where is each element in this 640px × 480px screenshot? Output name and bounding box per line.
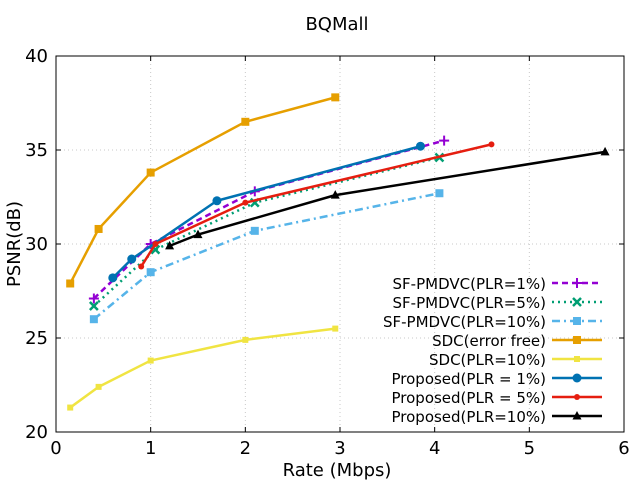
data-point bbox=[242, 199, 249, 206]
legend-swatch-marker bbox=[572, 373, 582, 383]
y-tick-label: 30 bbox=[25, 234, 48, 255]
legend-label: Proposed(PLR=10%) bbox=[392, 408, 547, 426]
legend-entry: Proposed(PLR=10%) bbox=[392, 408, 602, 426]
legend-label: SDC(error free) bbox=[432, 332, 546, 350]
series-7 bbox=[138, 141, 495, 270]
data-point bbox=[165, 240, 175, 250]
data-point bbox=[152, 241, 159, 247]
legend-swatch-marker bbox=[574, 356, 580, 362]
legend-label: SF-PMDVC(PLR=10%) bbox=[383, 313, 546, 331]
data-point bbox=[488, 141, 495, 148]
series-line bbox=[140, 143, 492, 268]
data-point bbox=[89, 315, 98, 324]
y-tick-label: 40 bbox=[25, 46, 48, 67]
legend-entry: SF-PMDVC(PLR=10%) bbox=[383, 313, 602, 331]
y-axis-label: PSNR(dB) bbox=[4, 201, 25, 287]
series-line bbox=[169, 150, 606, 248]
x-tick-label: 5 bbox=[524, 438, 535, 459]
data-point bbox=[127, 254, 137, 264]
x-tick-label: 3 bbox=[334, 438, 345, 459]
data-point bbox=[67, 404, 74, 411]
data-point bbox=[94, 224, 103, 233]
data-point bbox=[147, 357, 154, 364]
legend-entry: SF-PMDVC(PLR=5%) bbox=[393, 294, 602, 312]
legend-entry: Proposed(PLR = 5%) bbox=[392, 389, 602, 407]
data-point bbox=[146, 268, 155, 277]
legend-label: Proposed(PLR = 5%) bbox=[392, 389, 547, 407]
series-line bbox=[93, 192, 440, 321]
legend-entry: SF-PMDVC(PLR=1%) bbox=[393, 275, 602, 293]
data-point bbox=[212, 196, 222, 206]
legend-swatch-marker bbox=[572, 297, 582, 307]
data-point bbox=[108, 273, 118, 283]
axis-ticks: 0 1 2 3 4 5 6 20 25 30 35 40 bbox=[25, 46, 630, 459]
series-layer bbox=[66, 93, 610, 411]
x-tick-label: 1 bbox=[145, 438, 156, 459]
data-point bbox=[331, 93, 340, 102]
x-tick-label: 6 bbox=[618, 438, 629, 459]
legend-entry: SDC(PLR=10%) bbox=[429, 351, 602, 369]
x-tick-label: 2 bbox=[240, 438, 251, 459]
y-tick-label: 20 bbox=[25, 422, 48, 443]
series-line bbox=[93, 156, 440, 307]
series-line bbox=[111, 145, 421, 279]
data-point bbox=[250, 226, 259, 235]
data-point bbox=[332, 325, 339, 332]
legend-label: Proposed(PLR = 1%) bbox=[392, 370, 547, 388]
y-tick-label: 35 bbox=[25, 140, 48, 161]
series-5 bbox=[67, 325, 339, 411]
legend-entry: Proposed(PLR = 1%) bbox=[392, 370, 602, 388]
series-8 bbox=[165, 146, 610, 250]
data-point bbox=[95, 383, 102, 390]
y-tick-label: 25 bbox=[25, 328, 48, 349]
legend-label: SF-PMDVC(PLR=1%) bbox=[393, 275, 546, 293]
legend-label: SF-PMDVC(PLR=5%) bbox=[393, 294, 546, 312]
data-point bbox=[600, 146, 610, 156]
legend-label: SDC(PLR=10%) bbox=[429, 351, 546, 369]
chart-title: BQMall bbox=[305, 14, 368, 35]
data-point bbox=[415, 141, 425, 151]
series-3 bbox=[89, 189, 444, 324]
data-point bbox=[146, 168, 155, 177]
data-point bbox=[66, 279, 75, 288]
data-point bbox=[242, 336, 249, 343]
legend-swatch-marker bbox=[572, 411, 582, 420]
data-point bbox=[439, 135, 450, 146]
x-axis-label: Rate (Mbps) bbox=[283, 460, 392, 480]
legend-entry: SDC(error free) bbox=[432, 332, 602, 350]
data-point bbox=[88, 301, 99, 311]
legend-swatch-marker bbox=[573, 336, 581, 344]
x-tick-label: 0 bbox=[50, 438, 61, 459]
data-point bbox=[241, 117, 250, 126]
legend-swatch-marker bbox=[574, 394, 580, 400]
series-4 bbox=[66, 93, 340, 288]
series-line bbox=[69, 327, 336, 409]
x-tick-label: 4 bbox=[429, 438, 440, 459]
data-point bbox=[330, 190, 340, 199]
legend-swatch-marker bbox=[573, 317, 581, 325]
data-point bbox=[435, 189, 444, 198]
series-2 bbox=[88, 152, 445, 311]
legend: SF-PMDVC(PLR=1%)SF-PMDVC(PLR=5%)SF-PMDVC… bbox=[383, 275, 602, 426]
data-point bbox=[193, 229, 203, 239]
data-point bbox=[138, 263, 145, 270]
series-6 bbox=[108, 141, 425, 283]
legend-swatch-marker bbox=[572, 278, 582, 288]
data-point bbox=[88, 293, 99, 304]
